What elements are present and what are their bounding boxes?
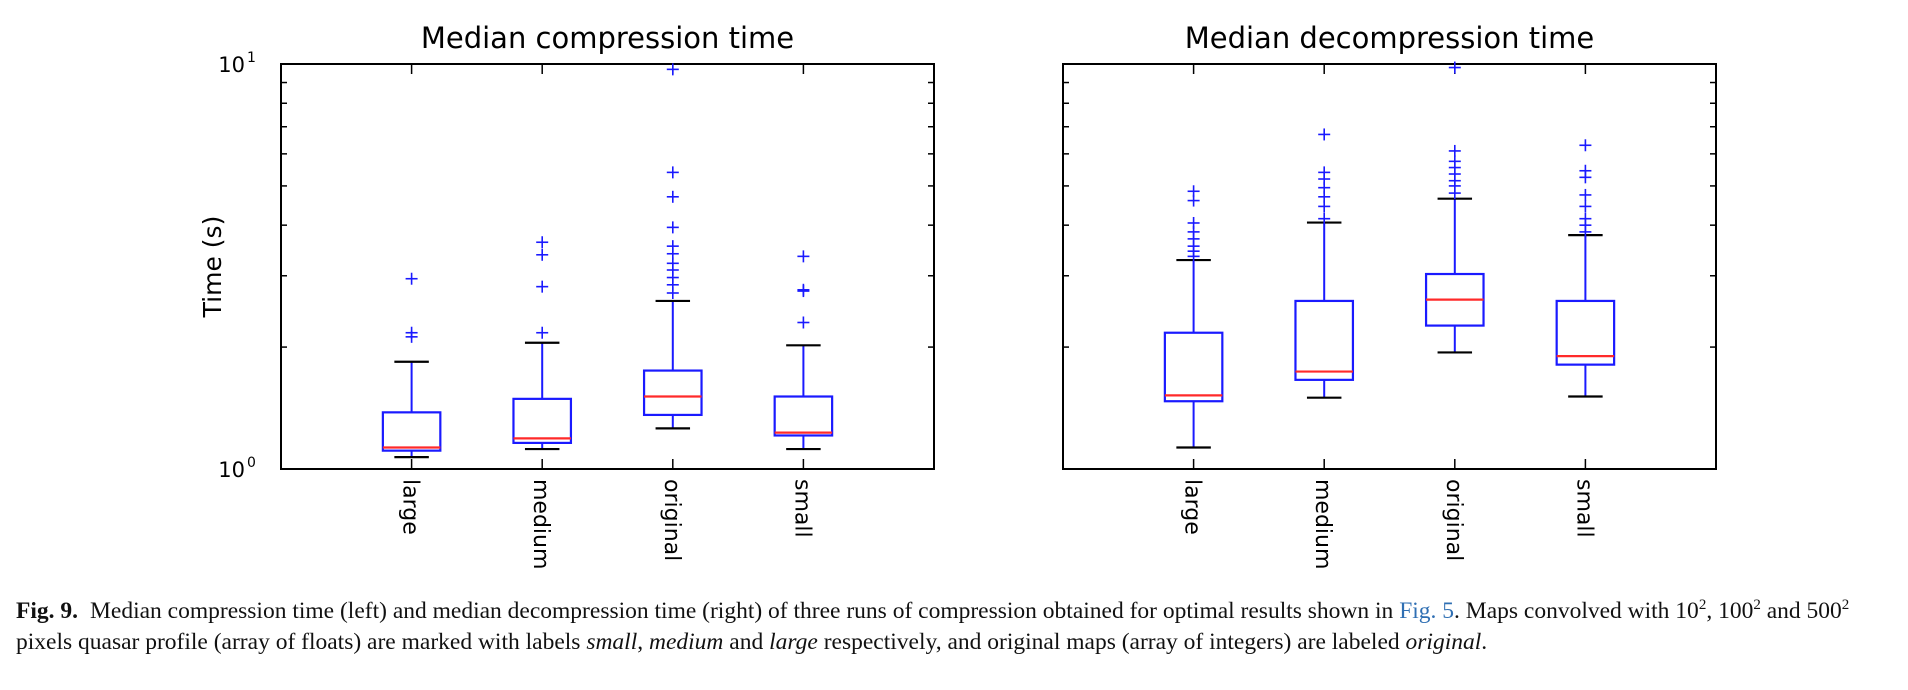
figure-caption: Fig. 9. Median compression time (left) an… [16,596,1896,658]
x-tick-label-large: large [398,479,423,535]
x-tick-label-small: small [789,479,814,538]
plot-frame [1063,64,1716,469]
caption-text: and 500 [1761,598,1842,624]
box-large [383,412,440,450]
caption-text: , [637,629,649,655]
caption-text: . [1481,629,1487,655]
caption-text: small [586,629,637,655]
box-medium [1295,301,1352,380]
caption-text: large [769,629,818,655]
chart-title: Median decompression time [1185,21,1595,55]
chart-title: Median compression time [421,21,794,55]
caption-text: pixels quasar profile (array of floats) … [16,629,586,655]
figure-canvas: Median compression time large medium origin… [0,0,1908,590]
x-tick-label-original: original [1441,479,1466,561]
caption-text: Median compression time (left) and media… [90,598,1399,624]
y-axis-label: Time (s) [198,216,227,319]
y-tick-label-base: 10 [218,53,245,77]
caption-text: 2 [1842,597,1850,613]
caption-body: Median compression time (left) and media… [16,598,1849,655]
caption-text: and [723,629,769,655]
x-tick-label-original: original [659,479,684,561]
caption-text: medium [649,629,723,655]
caption-figure-link[interactable]: Fig. 5 [1399,598,1454,624]
x-tick-label-medium: medium [1310,479,1335,569]
x-tick-label-large: large [1180,479,1205,535]
caption-text: 2 [1753,597,1761,613]
figure-label: Fig. 9. [16,598,78,624]
caption-text: respectively, and original maps (array o… [818,629,1406,655]
x-tick-label-medium: medium [528,479,553,569]
plot-frame [281,64,934,469]
box-small [775,397,832,436]
box-medium [513,399,570,443]
x-tick-label-small: small [1571,479,1596,538]
y-tick-label-base: 10 [218,458,245,482]
y-tick-label-exponent: 0 [247,455,256,471]
y-tick-label-exponent: 1 [247,50,256,66]
caption-text: original [1406,629,1482,655]
caption-text: . Maps convolved with 10 [1454,598,1699,624]
box-large [1165,333,1222,402]
box-original [644,371,701,415]
caption-text: , 100 [1706,598,1753,624]
